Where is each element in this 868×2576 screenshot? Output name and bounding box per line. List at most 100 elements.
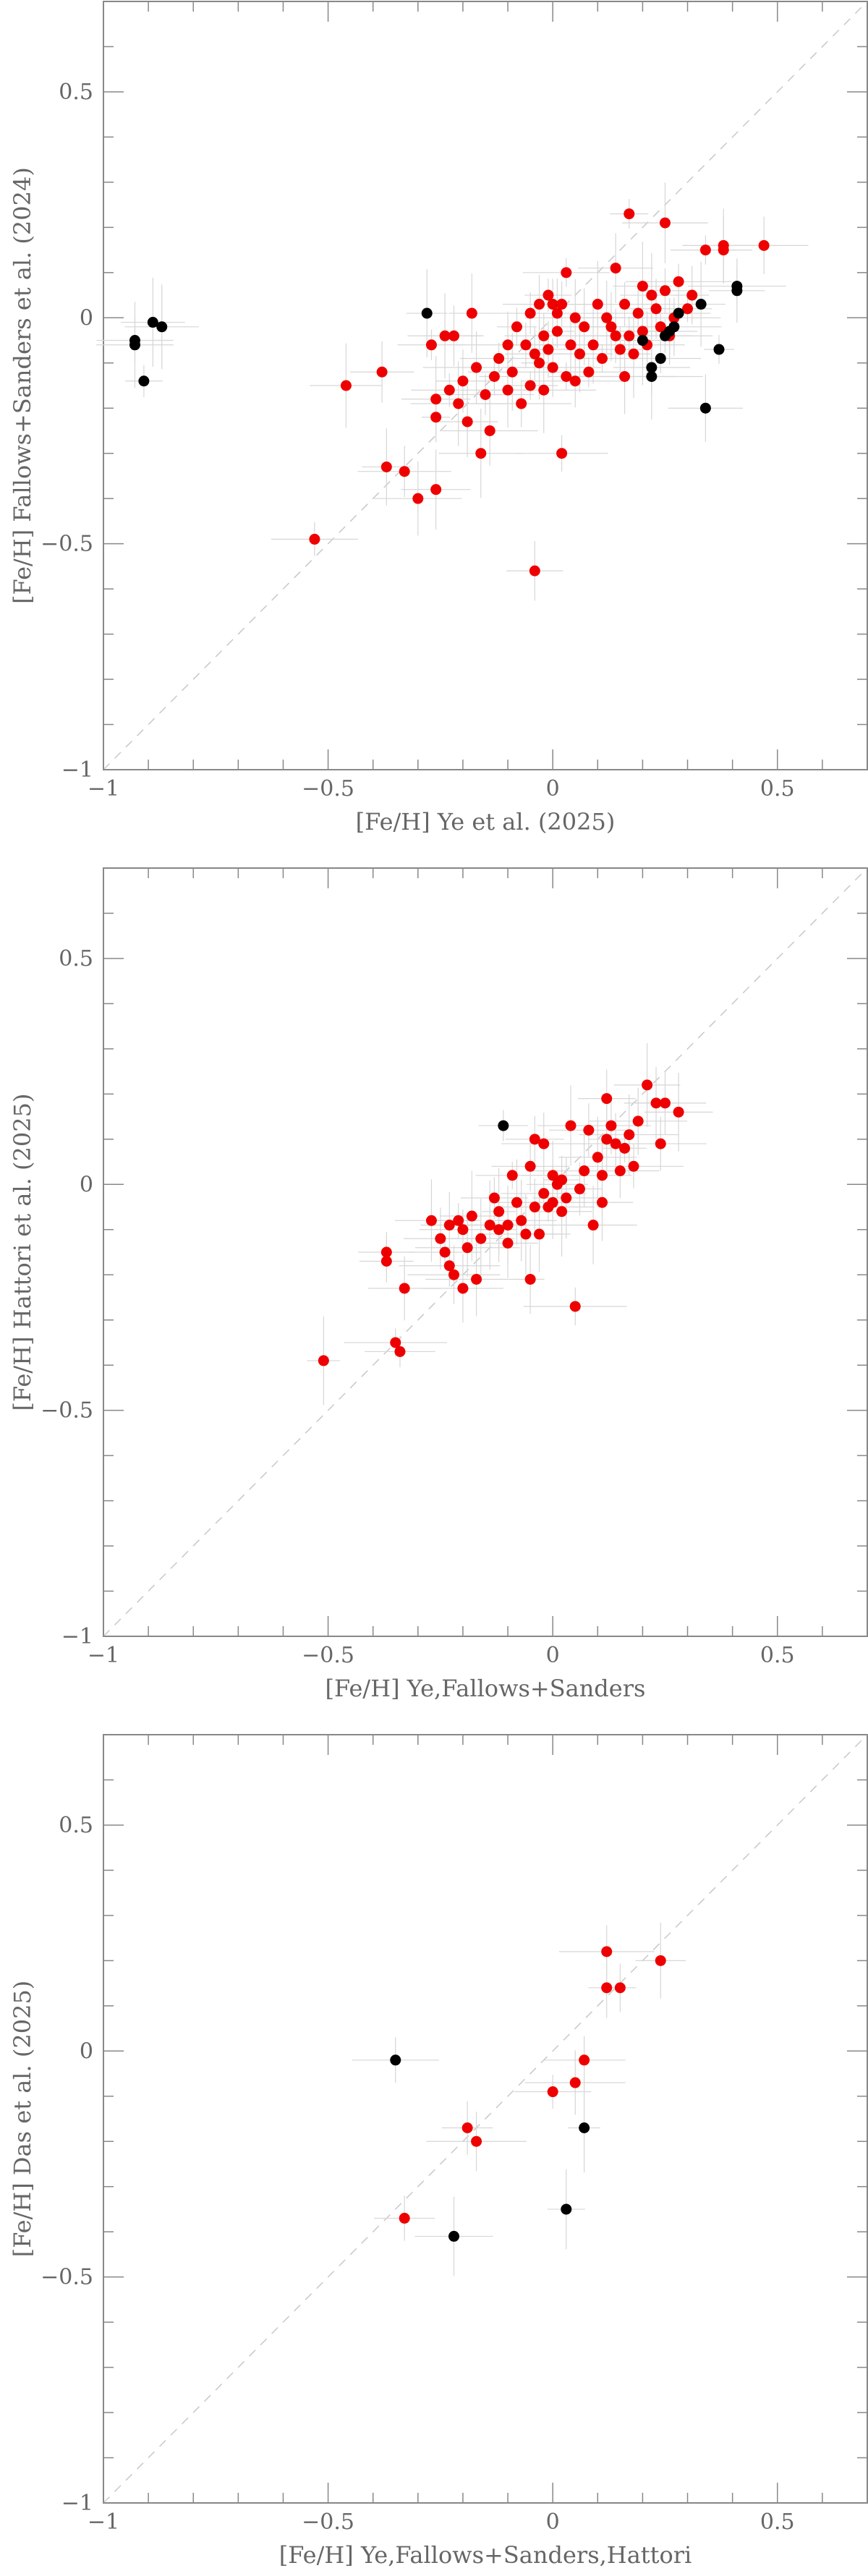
black-data-point xyxy=(668,321,680,333)
red-data-point xyxy=(642,1079,653,1091)
y-tick-label: −0.5 xyxy=(41,532,93,557)
red-data-point xyxy=(610,330,621,341)
y-tick-label: 0 xyxy=(80,2039,93,2064)
red-data-point xyxy=(574,348,585,360)
red-data-point xyxy=(592,1152,603,1163)
black-data-point xyxy=(448,2230,460,2242)
red-data-point xyxy=(461,2122,473,2133)
x-axis-label: [Fe/H] Ye,Fallows+Sanders,Hattori xyxy=(279,2541,692,2569)
red-data-point xyxy=(412,493,424,504)
x-tick-label: 0 xyxy=(546,1643,560,1668)
one-to-one-line xyxy=(103,1734,868,2504)
red-data-point xyxy=(488,371,500,383)
x-tick-label: 0.5 xyxy=(760,2509,795,2535)
red-data-point xyxy=(502,339,514,351)
red-data-point xyxy=(601,1946,613,1957)
red-data-point xyxy=(592,299,603,310)
red-data-point xyxy=(601,312,613,323)
y-tick-label: 0 xyxy=(80,305,93,331)
red-data-point xyxy=(659,285,671,297)
red-data-point xyxy=(597,353,608,365)
red-data-point xyxy=(569,2077,581,2088)
red-data-point xyxy=(551,307,563,319)
red-data-point xyxy=(430,412,442,423)
y-tick-label: 0.5 xyxy=(59,1813,93,1838)
red-data-point xyxy=(699,245,711,256)
red-data-point xyxy=(457,1283,469,1294)
red-data-point xyxy=(610,263,621,274)
red-data-point xyxy=(484,1220,495,1231)
red-data-point xyxy=(538,384,550,396)
red-data-point xyxy=(569,375,581,387)
black-data-point xyxy=(156,321,168,333)
red-data-point xyxy=(471,1273,482,1285)
red-data-point xyxy=(574,1183,585,1195)
chart-panel-3: −1 −0.5 0 0.5 −1 −0.5 0 0.5 [Fe/H] Ye,Fallows+Sa… xyxy=(9,1734,868,2569)
red-data-point xyxy=(565,1120,576,1131)
red-data-point xyxy=(399,1283,410,1294)
red-data-point xyxy=(547,1196,558,1208)
red-data-point xyxy=(579,2054,590,2066)
black-data-point xyxy=(699,402,711,414)
y-axis-label: [Fe/H] Hattori et al. (2025) xyxy=(9,1094,36,1411)
y-tick-label: 0.5 xyxy=(59,80,93,105)
red-data-point xyxy=(376,366,388,378)
red-data-point xyxy=(529,348,540,360)
red-data-point xyxy=(628,1160,639,1172)
red-data-point xyxy=(516,1215,527,1226)
y-tick-label: −0.5 xyxy=(41,2265,93,2290)
red-data-point xyxy=(601,1093,613,1105)
red-data-point xyxy=(502,384,514,396)
x-axis-label: [Fe/H] Ye,Fallows+Sanders xyxy=(326,1675,646,1702)
red-data-point xyxy=(614,344,626,355)
x-axis-label: [Fe/H] Ye et al. (2025) xyxy=(356,808,616,836)
red-data-point xyxy=(614,1982,626,1994)
red-data-point xyxy=(448,330,460,341)
red-data-point xyxy=(529,1134,540,1145)
red-data-point xyxy=(569,312,581,323)
red-data-point xyxy=(457,375,469,387)
y-tick-label: −1 xyxy=(61,2491,93,2516)
red-data-point xyxy=(425,339,437,351)
red-data-point xyxy=(534,1228,545,1240)
red-data-point xyxy=(534,299,545,310)
red-data-point xyxy=(439,1246,451,1258)
red-data-point xyxy=(718,239,729,251)
red-data-point xyxy=(556,448,568,459)
red-data-point xyxy=(650,303,662,315)
red-data-point xyxy=(453,1215,464,1226)
plot-frame xyxy=(103,1734,868,2504)
red-data-point xyxy=(457,1224,469,1236)
red-data-point xyxy=(425,1215,437,1226)
red-data-point xyxy=(538,1188,550,1199)
red-data-point xyxy=(453,398,464,409)
red-data-point xyxy=(475,1233,487,1244)
red-data-point xyxy=(488,1192,500,1204)
red-data-point xyxy=(587,339,599,351)
red-data-point xyxy=(565,339,576,351)
red-data-point xyxy=(624,208,635,220)
red-data-point xyxy=(493,1224,505,1236)
red-data-point xyxy=(547,299,558,310)
red-data-point xyxy=(542,344,554,355)
red-data-point xyxy=(556,1174,568,1186)
x-tick-label: −0.5 xyxy=(302,1643,354,1668)
x-tick-label: 0 xyxy=(546,776,560,802)
red-data-point xyxy=(448,1269,460,1280)
red-data-point xyxy=(561,371,572,383)
red-data-point xyxy=(399,2212,410,2224)
red-data-point xyxy=(547,362,558,373)
x-tick-label: 0.5 xyxy=(760,1643,795,1668)
black-data-point xyxy=(695,299,707,310)
red-data-point xyxy=(484,425,495,436)
red-data-point xyxy=(529,1202,540,1213)
black-data-point xyxy=(421,307,433,319)
black-data-point xyxy=(138,375,150,387)
red-data-point xyxy=(587,1220,599,1231)
red-data-point xyxy=(475,448,487,459)
red-data-point xyxy=(659,217,671,229)
red-data-point xyxy=(619,1142,631,1154)
red-data-point xyxy=(601,1982,613,1994)
red-data-point xyxy=(547,1170,558,1181)
